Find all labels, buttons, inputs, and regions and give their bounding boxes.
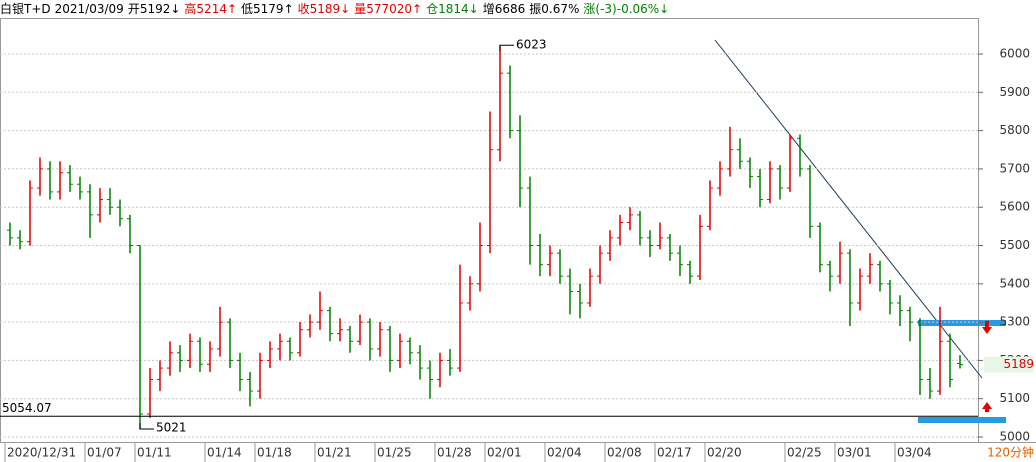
change: 涨(-3)-0.06%↓: [583, 2, 670, 16]
down-arrow: [982, 321, 992, 334]
reference-label: 5054.07: [2, 401, 52, 415]
instrument: 白银T+D: [0, 2, 51, 16]
x-tick-label: 01/14: [207, 446, 242, 460]
y-tick-label: 5400: [999, 276, 1030, 290]
min-pointer: [139, 422, 154, 430]
x-tick-label: 01/07: [87, 446, 122, 460]
y-tick-label: 5900: [999, 85, 1030, 99]
y-tick-label: 5000: [999, 430, 1030, 444]
up-arrow: [982, 402, 992, 412]
y-tick-label: 5100: [999, 391, 1030, 405]
y-tick-label: 5700: [999, 161, 1030, 175]
max-pointer: [499, 44, 514, 52]
y-tick-label: 5300: [999, 315, 1030, 329]
high: 高5214↑: [184, 2, 238, 16]
y-tick-label: 5500: [999, 238, 1030, 252]
close: 收5189↓: [297, 2, 351, 16]
x-tick-label: 01/28: [437, 446, 472, 460]
last-price-label: 5189: [1003, 357, 1034, 371]
open-interest: 仓1814↓: [426, 2, 479, 16]
x-tick-label: 02/20: [707, 446, 742, 460]
plot: 5000510052005300540055005600570058005900…: [0, 38, 1034, 462]
last-price-box: [984, 356, 1034, 373]
open: 开5192↓: [127, 2, 181, 16]
header: 白银T+D 2021/03/09 开5192↓ 高5214↑ 低5179↑ 收5189↓ 量…: [0, 0, 1036, 18]
x-tick-label: 02/17: [657, 446, 692, 460]
amplitude: 振0.67%: [529, 2, 580, 16]
max-label: 6023: [516, 38, 547, 52]
x-tick-label: 01/11: [137, 446, 172, 460]
volume: 量577020↑: [354, 2, 423, 16]
x-tick-label: 02/04: [547, 446, 582, 460]
resistance-band: [918, 320, 1006, 326]
x-tick-label: 01/25: [377, 446, 412, 460]
period-label: 120分钟: [987, 445, 1034, 460]
increase: 增6686: [482, 2, 526, 16]
x-tick-label: 01/18: [257, 446, 292, 460]
low: 低5179↑: [241, 2, 294, 16]
x-tick-label: 02/25: [787, 446, 822, 460]
x-tick-label: 03/01: [837, 446, 872, 460]
x-tick-label: 03/04: [897, 446, 932, 460]
support-band: [918, 417, 1006, 423]
trend-line: [714, 39, 983, 379]
date: 2021/03/09: [54, 2, 124, 16]
x-tick-label: 2020/12/31: [7, 446, 76, 460]
y-tick-label: 5600: [999, 200, 1030, 214]
min-label: 5021: [156, 420, 187, 434]
y-tick-label: 5800: [999, 123, 1030, 137]
x-tick-label: 02/01: [487, 446, 522, 460]
y-tick-label: 6000: [999, 47, 1030, 61]
x-tick-label: 01/21: [317, 446, 352, 460]
x-tick-label: 02/08: [607, 446, 642, 460]
